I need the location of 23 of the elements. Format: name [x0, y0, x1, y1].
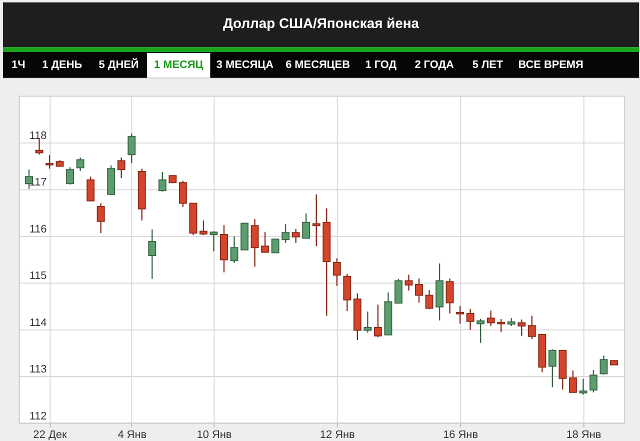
y-tick-label: 115 [29, 270, 47, 282]
text: 2 ГОДА [414, 58, 454, 71]
x-tick-label: 10 Янв [196, 429, 232, 441]
y-tick-label: 114 [29, 316, 47, 329]
y-tick-label: 116 [29, 223, 47, 236]
text: 1 ДЕНЬ [42, 58, 82, 71]
text: 1 МЕСЯЦ [154, 58, 204, 71]
text: 5 ЛЕТ [472, 58, 504, 71]
y-tick-label: 113 [29, 364, 47, 376]
text: 3 МЕСЯЦА [216, 58, 274, 71]
x-tick-label: 18 Янв [566, 429, 602, 441]
text: 6 МЕСЯЦЕВ [286, 58, 350, 71]
x-tick-label: 4 Янв [118, 429, 147, 441]
text: 5 ДНЕЙ [98, 58, 139, 71]
y-tick-label: 118 [29, 130, 47, 142]
y-tick-label: 112 [29, 410, 47, 422]
x-tick-label: 12 Янв [320, 429, 356, 441]
x-tick-label: 22 Дек [33, 429, 67, 441]
text: 1 ГОД [365, 58, 397, 71]
text: 1Ч [12, 58, 26, 71]
text: ВСЕ ВРЕМЯ [518, 58, 584, 71]
x-tick-label: 16 Янв [443, 429, 478, 441]
chart-title: Доллар США/Японская йена [222, 15, 420, 32]
